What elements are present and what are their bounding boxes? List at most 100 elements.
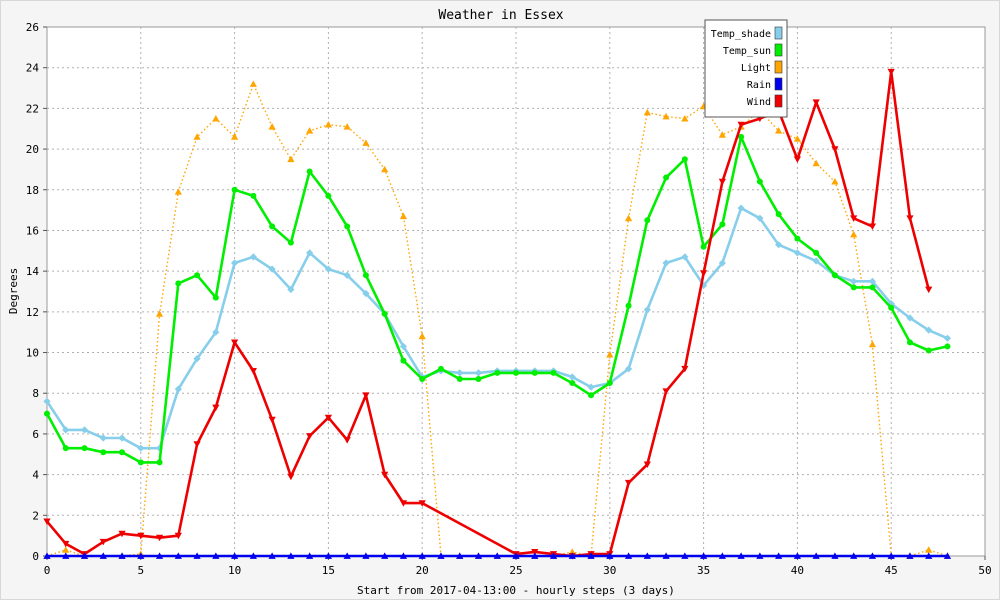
data-point — [362, 392, 370, 399]
x-tick-label: 25 — [509, 564, 522, 577]
data-point — [193, 355, 201, 363]
data-point — [155, 552, 164, 559]
data-point — [850, 215, 858, 222]
data-point — [606, 552, 614, 559]
data-point — [174, 532, 182, 540]
data-point — [174, 188, 182, 195]
y-tick-label: 16 — [26, 224, 39, 237]
data-point — [306, 433, 314, 440]
data-point — [925, 326, 933, 334]
data-point — [868, 552, 877, 559]
data-point — [887, 552, 895, 559]
x-tick-label: 35 — [697, 564, 710, 577]
data-point — [155, 534, 164, 542]
data-point — [644, 217, 651, 224]
data-point — [381, 310, 388, 317]
data-point — [43, 552, 51, 559]
legend-swatch — [774, 60, 783, 74]
data-point — [906, 339, 913, 346]
data-point — [399, 212, 408, 220]
data-point — [569, 380, 576, 387]
legend-label: Temp_sun — [723, 46, 771, 57]
legend-swatch — [774, 94, 783, 108]
data-point — [475, 375, 482, 382]
data-point — [531, 552, 539, 559]
legend: Temp_shade Temp_sun Light Rain Wind — [704, 19, 788, 118]
data-point — [793, 249, 801, 257]
data-point — [400, 357, 407, 364]
data-point — [268, 416, 276, 424]
data-point — [624, 552, 633, 559]
data-point — [700, 270, 708, 277]
y-tick-label: 6 — [32, 428, 39, 441]
data-point — [155, 310, 164, 317]
series-temp-sun — [44, 133, 951, 466]
x-axis-label: Start from 2017-04-13:00 - hourly steps … — [357, 584, 675, 597]
data-point — [418, 552, 426, 559]
data-point — [212, 552, 220, 559]
x-tick-label: 10 — [228, 564, 241, 577]
data-point — [62, 546, 70, 553]
data-point — [268, 265, 276, 273]
plot-area — [46, 26, 986, 557]
data-point — [399, 552, 408, 559]
data-point — [925, 552, 933, 559]
data-point — [738, 133, 745, 140]
data-point — [512, 552, 520, 559]
data-point — [624, 479, 633, 487]
y-tick-label: 14 — [26, 265, 40, 278]
data-point — [249, 253, 257, 261]
y-axis-label: Degrees — [7, 268, 20, 314]
data-point — [568, 373, 576, 381]
data-point — [269, 223, 276, 230]
data-point — [324, 414, 332, 422]
data-point — [925, 347, 932, 354]
y-tick-label: 22 — [26, 102, 39, 115]
x-tick-label: 15 — [322, 564, 335, 577]
y-tick-label: 0 — [32, 550, 39, 563]
data-point — [718, 552, 726, 559]
data-point — [606, 380, 613, 387]
data-point — [212, 114, 220, 122]
x-tick-label: 5 — [137, 564, 144, 577]
data-point — [718, 178, 726, 186]
data-point — [474, 369, 483, 377]
data-point — [212, 328, 220, 336]
data-point — [268, 552, 276, 559]
y-tick-label: 12 — [26, 306, 39, 319]
y-tick-label: 4 — [32, 469, 39, 482]
data-point — [231, 186, 238, 193]
data-point — [643, 552, 651, 559]
data-point — [793, 156, 801, 163]
data-point — [418, 332, 426, 340]
data-point — [137, 444, 145, 452]
data-point — [775, 127, 783, 134]
legend-label: Light — [741, 63, 771, 74]
data-point — [868, 340, 877, 348]
chart-title: Weather in Essex — [438, 8, 563, 23]
data-point — [381, 552, 389, 559]
data-point — [231, 259, 239, 267]
data-point — [100, 449, 107, 456]
data-point — [850, 552, 858, 559]
y-tick-label: 2 — [32, 509, 39, 522]
y-tick-label: 26 — [26, 21, 39, 34]
data-point — [662, 388, 670, 395]
data-point — [493, 552, 501, 559]
data-point — [250, 192, 257, 199]
data-point — [418, 500, 426, 507]
data-point — [906, 314, 914, 322]
data-point — [137, 459, 144, 466]
data-point — [756, 214, 764, 222]
data-point — [80, 552, 89, 559]
data-point — [62, 426, 70, 434]
data-point — [850, 284, 857, 291]
legend-box — [704, 19, 788, 118]
x-tick-label: 30 — [603, 564, 616, 577]
data-point — [137, 532, 145, 540]
data-point — [119, 449, 126, 456]
data-point — [362, 552, 370, 559]
data-point — [249, 80, 257, 87]
data-point — [118, 552, 126, 559]
